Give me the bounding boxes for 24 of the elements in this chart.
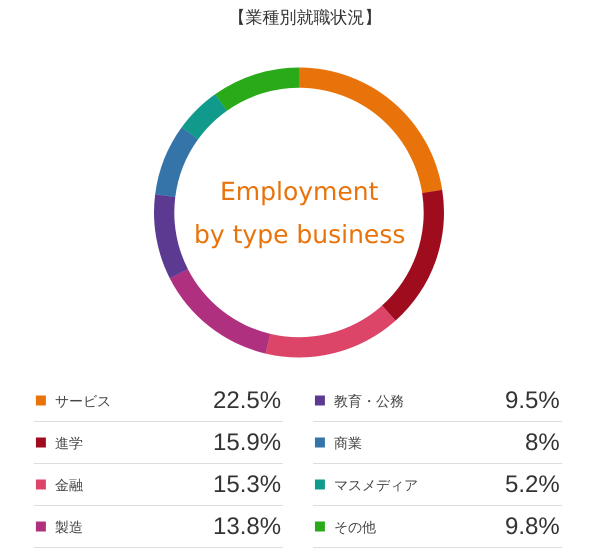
legend-label: 製造 [55,519,83,535]
data-label: 15.9% [213,429,282,456]
data-label: 5.2% [505,471,560,498]
legend-label: 商業 [334,435,362,451]
data-label: 9.5% [505,387,560,414]
donut-slice [266,306,396,358]
data-label: 9.8% [505,513,560,540]
donut-slice [182,94,227,140]
legend-label: 教育・公務 [334,393,404,409]
data-label: 13.8% [213,513,282,540]
chart-title: 【業種別就職状況】 [228,8,382,27]
donut-slice [215,68,299,111]
text: Employment by type business [194,177,406,249]
data-label: 22.5% [213,387,282,414]
legend-label: マスメディア [334,477,418,493]
legend-label: 進学 [55,435,83,451]
legend-label: 金融 [55,477,83,493]
donut-slice [170,269,270,354]
donut-slice [154,194,188,278]
legend-label: サービス [55,393,111,409]
legend-label: その他 [334,519,376,535]
donut-slice [155,127,198,197]
data-label: 8% [525,429,560,456]
data-label: 15.3% [213,471,282,498]
